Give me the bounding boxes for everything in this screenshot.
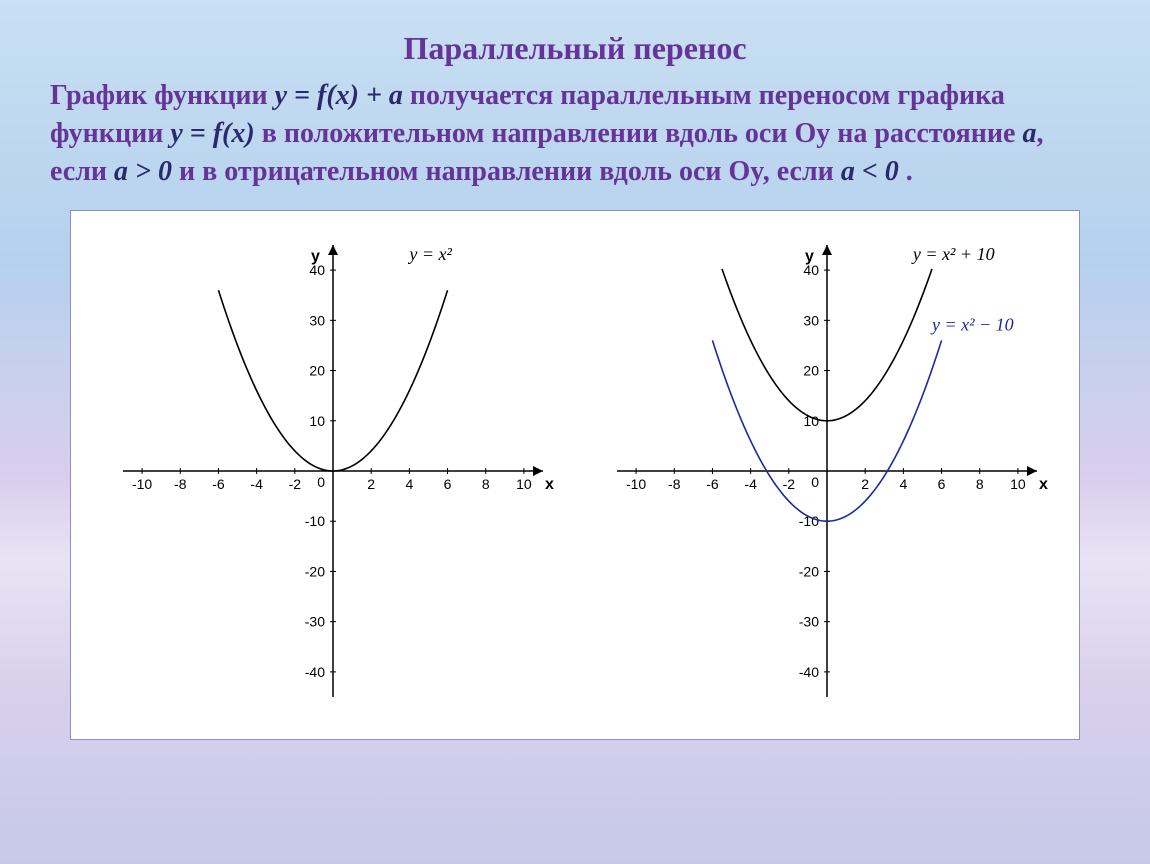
svg-text:-2: -2 (289, 476, 302, 492)
txt-p5: и в отрицательном направлении вдоль оси … (172, 156, 841, 187)
chart-left: -10-8-6-4-2246810-40-30-20-10102030400xy… (88, 225, 568, 725)
formula-4: a > 0 (114, 156, 172, 187)
svg-text:-4: -4 (250, 476, 263, 492)
svg-text:-8: -8 (174, 476, 187, 492)
svg-text:0: 0 (811, 474, 819, 490)
svg-text:2: 2 (861, 476, 869, 492)
svg-text:y = x² − 10: y = x² − 10 (930, 315, 1014, 335)
formula-5: a < 0 (841, 156, 899, 187)
svg-text:x: x (545, 476, 554, 493)
svg-text:y: y (311, 248, 320, 265)
svg-text:-30: -30 (799, 614, 819, 630)
formula-2: y = f(x) (170, 118, 254, 149)
txt-p1: График функции (50, 80, 275, 111)
formula-1: y = f(x) + a (275, 80, 403, 111)
slide-root: Параллельный перенос График функции y = … (0, 0, 1150, 770)
svg-text:-4: -4 (744, 476, 757, 492)
svg-text:y = x²: y = x² (407, 244, 452, 264)
svg-text:30: 30 (309, 313, 325, 329)
svg-text:10: 10 (516, 476, 532, 492)
svg-text:-30: -30 (305, 614, 325, 630)
svg-text:-6: -6 (706, 476, 719, 492)
svg-text:6: 6 (444, 476, 452, 492)
chart-panel: -10-8-6-4-2246810-40-30-20-10102030400xy… (70, 210, 1080, 740)
slide-title: Параллельный перенос (50, 30, 1100, 67)
txt-p3: в положительном направлении вдоль оси Оy… (255, 118, 1023, 149)
svg-text:x: x (1039, 476, 1048, 493)
formula-3: a (1023, 118, 1037, 149)
svg-text:y: y (805, 248, 814, 265)
svg-text:-10: -10 (305, 514, 325, 530)
svg-text:10: 10 (309, 413, 325, 429)
svg-text:-20: -20 (799, 564, 819, 580)
svg-text:y = x² + 10: y = x² + 10 (911, 244, 995, 264)
svg-text:20: 20 (803, 363, 819, 379)
svg-text:6: 6 (938, 476, 946, 492)
svg-text:-8: -8 (668, 476, 681, 492)
svg-text:-10: -10 (626, 476, 646, 492)
svg-text:10: 10 (1010, 476, 1026, 492)
svg-text:4: 4 (899, 476, 907, 492)
svg-text:-10: -10 (799, 514, 819, 530)
svg-text:4: 4 (405, 476, 413, 492)
svg-text:8: 8 (482, 476, 490, 492)
svg-text:-40: -40 (305, 664, 325, 680)
svg-text:-10: -10 (132, 476, 152, 492)
slide-body: График функции y = f(x) + a получается п… (50, 77, 1100, 190)
svg-text:2: 2 (367, 476, 375, 492)
chart-right: -10-8-6-4-2246810-40-30-20-10102030400xy… (582, 225, 1062, 725)
txt-p6: . (899, 156, 913, 187)
svg-text:8: 8 (976, 476, 984, 492)
svg-text:30: 30 (803, 313, 819, 329)
svg-text:0: 0 (317, 474, 325, 490)
svg-text:20: 20 (309, 363, 325, 379)
svg-text:-20: -20 (305, 564, 325, 580)
svg-text:-6: -6 (212, 476, 225, 492)
svg-text:-40: -40 (799, 664, 819, 680)
svg-text:-2: -2 (783, 476, 796, 492)
